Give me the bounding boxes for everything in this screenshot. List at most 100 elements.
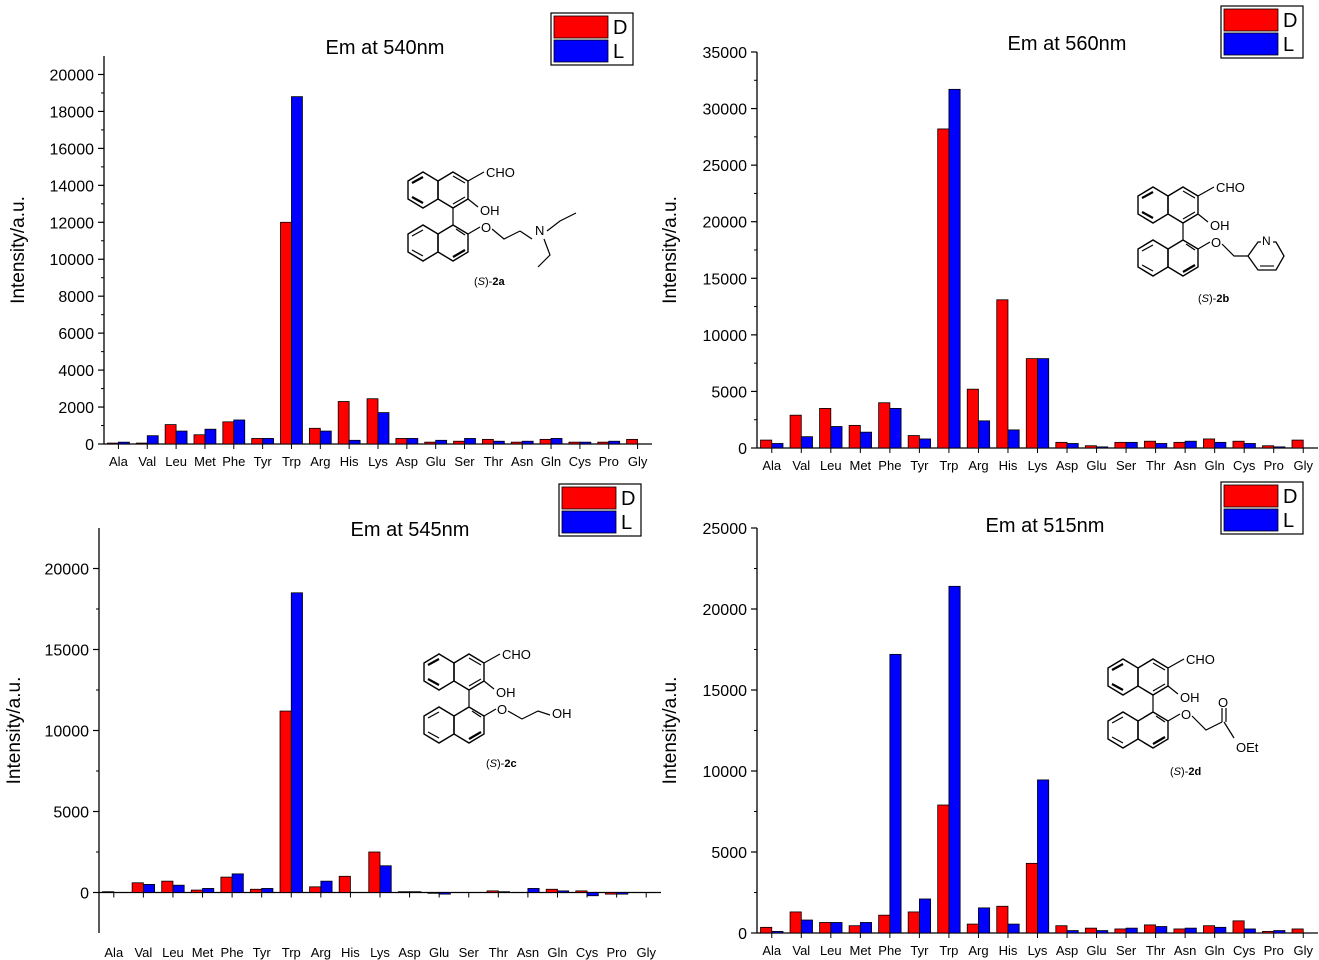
cho-label: CHO: [1186, 652, 1215, 667]
bar-L-Leu: [830, 922, 843, 934]
x-tick-label: Met: [850, 458, 872, 473]
bar-D-Glu: [424, 441, 437, 445]
bar-D-Leu: [161, 880, 174, 893]
bar-L-Met: [859, 922, 872, 934]
bar-L-Trp: [290, 592, 303, 893]
bar-L-Glu: [435, 439, 448, 445]
x-tick-label: Ala: [762, 943, 782, 958]
bar-D-Thr: [1143, 924, 1157, 934]
structure-2a: CHO OH O N (S)-2a: [406, 165, 577, 288]
x-tick-label: Lys: [368, 454, 388, 469]
bar-D-Pro: [1262, 445, 1275, 449]
x-tick-label: His: [341, 945, 360, 960]
legend-label-D: D: [1283, 10, 1297, 32]
x-tick-label: Glu: [1086, 943, 1106, 958]
bar-L-Ala: [771, 443, 784, 449]
bar-D-Pro: [1262, 930, 1275, 934]
bar-D-Gln: [539, 438, 552, 445]
x-tick-label: Leu: [165, 454, 187, 469]
x-tick-label: Gly: [628, 454, 648, 469]
x-tick-label: Ala: [762, 458, 782, 473]
x-tick-label: Asp: [396, 454, 418, 469]
bar-D-Glu: [1084, 927, 1097, 934]
bar-D-Ser: [1114, 441, 1127, 449]
bar-D-Glu: [1084, 445, 1097, 449]
ether-o-label: O: [1181, 707, 1191, 722]
bar-D-Met: [190, 889, 203, 893]
bar-D-Asn: [510, 441, 523, 445]
x-tick-label: Trp: [939, 943, 958, 958]
bar-D-Leu: [819, 407, 832, 449]
bar-L-Trp: [291, 96, 303, 445]
y-tick-label: 5000: [711, 384, 747, 401]
legend-swatch-D: [1223, 484, 1279, 508]
bar-L-Asn: [521, 440, 534, 445]
bar-D-Tyr: [251, 438, 264, 445]
legend-swatch-D: [553, 15, 609, 39]
bar-D-Trp: [279, 710, 292, 893]
bar-D-Lys: [368, 851, 381, 893]
x-tick-label: Cys: [569, 454, 592, 469]
x-tick-label: Glu: [1086, 458, 1106, 473]
x-tick-label: Phe: [222, 454, 245, 469]
bar-D-Arg: [309, 886, 322, 893]
bar-D-Asn: [1173, 441, 1186, 449]
bar-D-Phe: [220, 876, 233, 893]
x-tick-label: Gln: [1205, 943, 1225, 958]
bar-D-Arg: [308, 427, 321, 445]
bar-L-Gln: [1214, 441, 1227, 449]
chart-title: Em at 560nm: [1008, 33, 1127, 55]
bar-L-Ser: [464, 438, 476, 445]
y-tick-label: 12000: [50, 215, 95, 232]
bar-D-Lys: [1025, 358, 1038, 449]
bar-D-Asp: [1055, 441, 1068, 449]
bar-D-Val: [789, 911, 802, 934]
bar-L-Lys: [1037, 358, 1050, 449]
compound-label: (S)-2c: [486, 758, 517, 770]
x-tick-label: Val: [792, 458, 810, 473]
bar-L-Ser: [1125, 927, 1138, 934]
bar-D-Asp: [395, 438, 408, 445]
x-tick-label: Met: [850, 943, 872, 958]
oh-label: OH: [496, 685, 516, 700]
x-tick-label: Leu: [820, 943, 842, 958]
legend-label-L: L: [621, 512, 632, 534]
legend-swatch-D: [1223, 8, 1279, 32]
bar-L-Gln: [550, 438, 563, 445]
bar-L-Gln: [1214, 926, 1227, 934]
y-tick-label: 25000: [703, 521, 748, 538]
bar-L-His: [348, 439, 361, 445]
y-tick-label: 15000: [703, 271, 748, 288]
structure-2c: CHO OH O OH (S)-2c: [422, 647, 572, 770]
bar-L-Val: [146, 435, 159, 445]
legend-swatch-L: [553, 39, 609, 63]
bar-D-His: [337, 401, 350, 445]
bar-L-Cys: [1243, 928, 1256, 934]
y-tick-label: 30000: [703, 102, 748, 119]
bar-D-Ala: [107, 442, 119, 445]
legend-swatch-L: [1223, 32, 1279, 56]
y-tick-label: 6000: [58, 326, 94, 343]
bar-D-Tyr: [250, 888, 263, 893]
x-tick-label: Ser: [1116, 943, 1137, 958]
x-tick-label: Gly: [1293, 943, 1313, 958]
y-tick-label: 4000: [58, 363, 94, 380]
bar-L-Thr: [492, 440, 505, 445]
x-tick-label: Arg: [968, 943, 988, 958]
bar-L-Phe: [233, 419, 246, 445]
x-tick-label: Leu: [162, 945, 184, 960]
bar-D-Ser: [453, 440, 465, 445]
x-tick-label: Asp: [398, 945, 420, 960]
bar-L-Trp: [948, 88, 961, 449]
compound-label: (S)-2d: [1170, 766, 1201, 778]
x-tick-label: Met: [192, 945, 214, 960]
bar-D-Gln: [545, 888, 558, 893]
x-tick-label: Thr: [489, 945, 509, 960]
bar-L-Val: [800, 436, 813, 449]
bar-L-Val: [142, 884, 156, 893]
cho-label: CHO: [1216, 180, 1245, 195]
bar-L-Asp: [1066, 443, 1079, 449]
x-tick-label: Ser: [454, 454, 475, 469]
cho-label: CHO: [486, 165, 515, 180]
y-tick-label: 25000: [703, 158, 748, 175]
